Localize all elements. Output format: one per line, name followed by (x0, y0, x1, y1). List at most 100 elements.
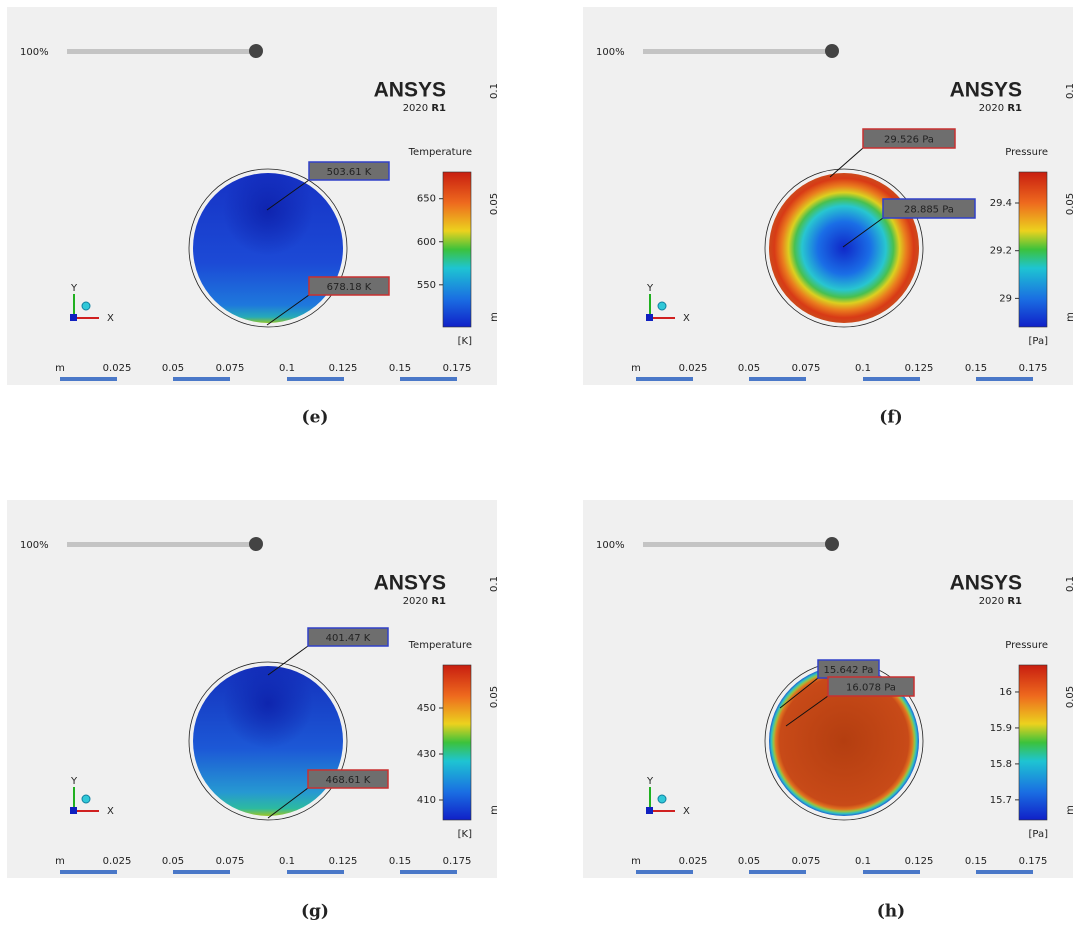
colorbar-tick-label: 29.2 (990, 246, 1012, 257)
version-year: 2020 (403, 596, 428, 607)
scale-label: m (55, 363, 65, 374)
scale-label: 0.05 (162, 856, 184, 867)
probe-label: 16.078 Pa (846, 683, 896, 694)
unit-label: [Pa] (1028, 336, 1048, 347)
ruler-label: 0.05 (489, 686, 500, 708)
scale-label: 0.15 (965, 856, 987, 867)
triad-z (658, 302, 666, 310)
colorbar-tick-label: 550 (417, 280, 436, 291)
zoom-label: 100% (596, 540, 625, 551)
scale-bar (863, 377, 920, 381)
zoom-label: 100% (596, 47, 625, 58)
scale-label: 0.15 (965, 363, 987, 374)
colorbar-tick-label: 600 (417, 237, 436, 248)
zoom-label: 100% (20, 47, 49, 58)
colorbar-tick-label: 16 (999, 687, 1012, 698)
scale-label: 0.075 (792, 856, 821, 867)
brand: ANSYS (950, 572, 1022, 595)
brand: ANSYS (950, 79, 1022, 102)
scale-bar (400, 377, 457, 381)
scale-label: 0.175 (443, 363, 472, 374)
triad-x-label: X (683, 313, 690, 324)
zoom-label: 100% (20, 540, 49, 551)
probe-label: 503.61 K (327, 167, 372, 178)
scale-label: 0.175 (1019, 856, 1048, 867)
zoom-knob[interactable] (825, 537, 839, 551)
version-release: R1 (431, 596, 446, 607)
scale-label: 0.125 (905, 856, 934, 867)
version-release: R1 (431, 103, 446, 114)
triad-x-label: X (683, 806, 690, 817)
scale-label: m (631, 856, 641, 867)
zoom-knob[interactable] (249, 537, 263, 551)
scale-label: 0.075 (792, 363, 821, 374)
triad-origin (70, 314, 77, 321)
triad-origin (646, 807, 653, 814)
version: 2020 R1 (403, 103, 446, 114)
scale-label: 0.1 (855, 363, 871, 374)
probe-label: 678.18 K (327, 282, 372, 293)
zoom-track (67, 49, 255, 54)
probe-label: 401.47 K (326, 633, 371, 644)
version: 2020 R1 (979, 103, 1022, 114)
colorbar (1019, 172, 1047, 327)
figure: 100%ANSYS2020 R10.10.05mTemperature55060… (0, 0, 1077, 926)
legend-title: Pressure (1005, 640, 1048, 651)
legend-title: Pressure (1005, 147, 1048, 158)
colorbar (443, 172, 471, 327)
ruler-label: m (489, 312, 500, 322)
scale-label: 0.15 (389, 856, 411, 867)
zoom-track (643, 542, 831, 547)
triad-y-label: Y (646, 776, 654, 787)
colorbar-tick-label: 29 (999, 293, 1012, 304)
triad-x-label: X (107, 313, 114, 324)
scale-label: 0.025 (679, 363, 708, 374)
version: 2020 R1 (979, 596, 1022, 607)
scale-label: 0.05 (162, 363, 184, 374)
scale-label: 0.125 (329, 856, 358, 867)
scale-bar (400, 870, 457, 874)
scale-label: 0.125 (905, 363, 934, 374)
ruler-label: 0.05 (1065, 686, 1076, 708)
colorbar-tick-label: 15.9 (990, 723, 1012, 734)
scale-label: 0.075 (216, 856, 245, 867)
colorbar-tick-label: 410 (417, 795, 436, 806)
triad-y-label: Y (646, 283, 654, 294)
version-year: 2020 (979, 596, 1004, 607)
version-release: R1 (1007, 596, 1022, 607)
unit-label: [K] (458, 829, 472, 840)
probe-label: 29.526 Pa (884, 135, 934, 146)
zoom-knob[interactable] (249, 44, 263, 58)
triad-z (82, 795, 90, 803)
scale-label: 0.025 (103, 363, 132, 374)
colorbar-tick-label: 450 (417, 703, 436, 714)
brand: ANSYS (374, 79, 446, 102)
colorbar-tick-label: 15.7 (990, 795, 1012, 806)
version-year: 2020 (403, 103, 428, 114)
colorbar-tick-label: 430 (417, 749, 436, 760)
scale-bar (976, 870, 1033, 874)
version: 2020 R1 (403, 596, 446, 607)
triad-z (82, 302, 90, 310)
zoom-track (67, 542, 255, 547)
scale-label: m (631, 363, 641, 374)
triad-origin (70, 807, 77, 814)
scale-bar (636, 870, 693, 874)
ruler-label: 0.1 (489, 576, 500, 592)
probe-label: 15.642 Pa (824, 665, 874, 676)
scale-bar (173, 870, 230, 874)
zoom-knob[interactable] (825, 44, 839, 58)
scale-label: 0.1 (279, 363, 295, 374)
triad-origin (646, 314, 653, 321)
ruler-label: 0.1 (489, 83, 500, 99)
scale-bar (287, 870, 344, 874)
scale-bar (173, 377, 230, 381)
scale-label: 0.025 (103, 856, 132, 867)
ruler-label: m (1065, 805, 1076, 815)
ruler-label: 0.1 (1065, 83, 1076, 99)
zoom-track (643, 49, 831, 54)
legend-title: Temperature (408, 147, 472, 158)
ruler-label: m (1065, 312, 1076, 322)
scale-label: 0.025 (679, 856, 708, 867)
unit-label: [K] (458, 336, 472, 347)
